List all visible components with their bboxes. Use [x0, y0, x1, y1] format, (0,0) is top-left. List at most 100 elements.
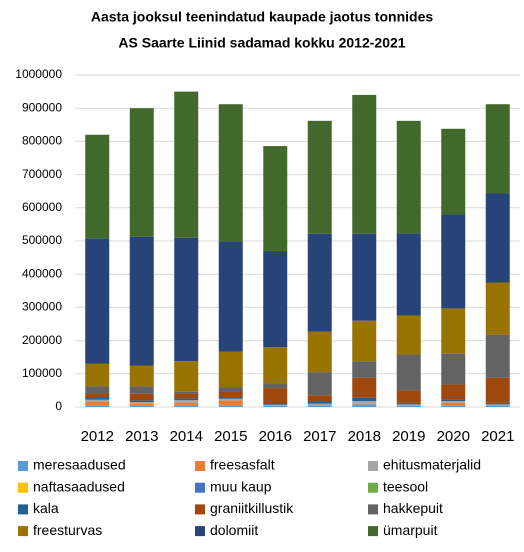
- legend-label: hakkepuit: [383, 500, 443, 516]
- bar-segment: [352, 397, 377, 402]
- bar-segment: [352, 361, 377, 378]
- bar-segment: [85, 405, 110, 407]
- legend-label: naftasaadused: [33, 478, 125, 494]
- bar-segment: [485, 405, 510, 407]
- bar-segment: [352, 403, 377, 405]
- bar-segment: [263, 383, 288, 389]
- bar-segment: [129, 393, 154, 401]
- legend-swatch: [18, 526, 28, 537]
- legend-swatch: [18, 504, 28, 515]
- y-tick-label: 100000: [22, 366, 62, 380]
- legend-swatch: [368, 504, 378, 515]
- bar-segment: [352, 233, 377, 321]
- bar-segment: [218, 405, 243, 407]
- y-tick-label: 600000: [22, 200, 62, 214]
- chart-title: AS Saarte Liinid sadamad kokku 2012-2021: [118, 35, 405, 51]
- bar-segment: [352, 320, 377, 362]
- bar-segment: [85, 398, 110, 400]
- bar-segment: [129, 400, 154, 403]
- bar-segment: [307, 395, 332, 403]
- bar-segment: [441, 308, 466, 354]
- legend-swatch: [368, 482, 378, 493]
- bar-segment: [396, 402, 421, 405]
- bar-segment: [218, 397, 243, 399]
- bar-segment: [396, 354, 421, 391]
- legend-label: dolomiit: [210, 522, 258, 538]
- bar-segment: [174, 391, 199, 394]
- legend-swatch: [18, 482, 28, 493]
- bar-segment: [485, 282, 510, 335]
- legend-label: meresaadused: [33, 457, 126, 473]
- bar-segment: [85, 134, 110, 239]
- bar-segment: [352, 401, 377, 404]
- y-tick-label: 500000: [22, 233, 62, 247]
- bar-segment: [396, 120, 421, 234]
- bar-segment: [307, 372, 332, 396]
- y-tick-label: 0: [55, 399, 62, 413]
- bar-segment: [441, 353, 466, 385]
- bar-segment: [441, 214, 466, 309]
- bar-segment: [352, 404, 377, 407]
- bar-segment: [396, 406, 421, 407]
- legend-swatch: [368, 526, 378, 537]
- bar-segment: [396, 404, 421, 406]
- bar-segment: [85, 401, 110, 406]
- bar-segment: [218, 391, 243, 398]
- bar-segment: [396, 315, 421, 355]
- bar-segment: [307, 402, 332, 404]
- y-tick-label: 800000: [22, 134, 62, 148]
- bar-segment: [485, 402, 510, 405]
- x-tick-label: 2014: [170, 428, 203, 445]
- chart-title: Aasta jooksul teenindatud kaupade jaotus…: [91, 9, 433, 25]
- x-tick-label: 2017: [303, 428, 336, 445]
- bar-segment: [174, 398, 199, 401]
- legend-label: ümarpuit: [383, 522, 438, 538]
- legend-swatch: [195, 482, 205, 493]
- bar-segment: [174, 405, 199, 407]
- legend-swatch: [368, 461, 378, 471]
- bar-segment: [129, 403, 154, 406]
- bar-segment: [174, 402, 199, 406]
- legend-label: graniitkillustik: [210, 500, 294, 516]
- bar-segment: [307, 406, 332, 407]
- bar-segment: [441, 128, 466, 215]
- bar-segment: [485, 104, 510, 194]
- bar-segment: [352, 377, 377, 398]
- bar-segment: [218, 400, 243, 406]
- x-tick-label: 2021: [481, 428, 514, 445]
- legend-label: freesturvas: [33, 522, 102, 538]
- bar-segment: [129, 108, 154, 237]
- bar-segment: [441, 405, 466, 407]
- bar-segment: [485, 193, 510, 283]
- bar-segment: [174, 91, 199, 238]
- x-tick-label: 2018: [348, 428, 381, 445]
- bar-segment: [263, 388, 288, 404]
- bar-segment: [218, 241, 243, 352]
- bar-segment: [485, 334, 510, 378]
- bar-segment: [218, 351, 243, 388]
- legend-label: kala: [33, 500, 59, 516]
- bar-segment: [263, 403, 288, 405]
- legend-label: muu kaup: [210, 478, 272, 494]
- legend-label: ehitusmaterjalid: [383, 457, 481, 473]
- bar-segment: [307, 233, 332, 332]
- legend-swatch: [195, 504, 205, 515]
- bar-segment: [441, 401, 466, 403]
- legend-swatch: [18, 461, 28, 471]
- bar-segment: [485, 406, 510, 407]
- legend-swatch: [195, 461, 205, 471]
- x-tick-label: 2019: [392, 428, 425, 445]
- legend-label: freesasfalt: [210, 457, 275, 473]
- bar-segment: [485, 377, 510, 403]
- bar-segment: [85, 393, 110, 399]
- bar-segment: [263, 146, 288, 251]
- bar-segment: [396, 233, 421, 316]
- bar-segment: [129, 402, 154, 404]
- bar-segment: [174, 393, 199, 399]
- legend-swatch: [195, 526, 205, 537]
- bar-segment: [174, 361, 199, 392]
- bar-segment: [307, 331, 332, 373]
- bar-segment: [263, 406, 288, 407]
- bar-segment: [441, 402, 466, 406]
